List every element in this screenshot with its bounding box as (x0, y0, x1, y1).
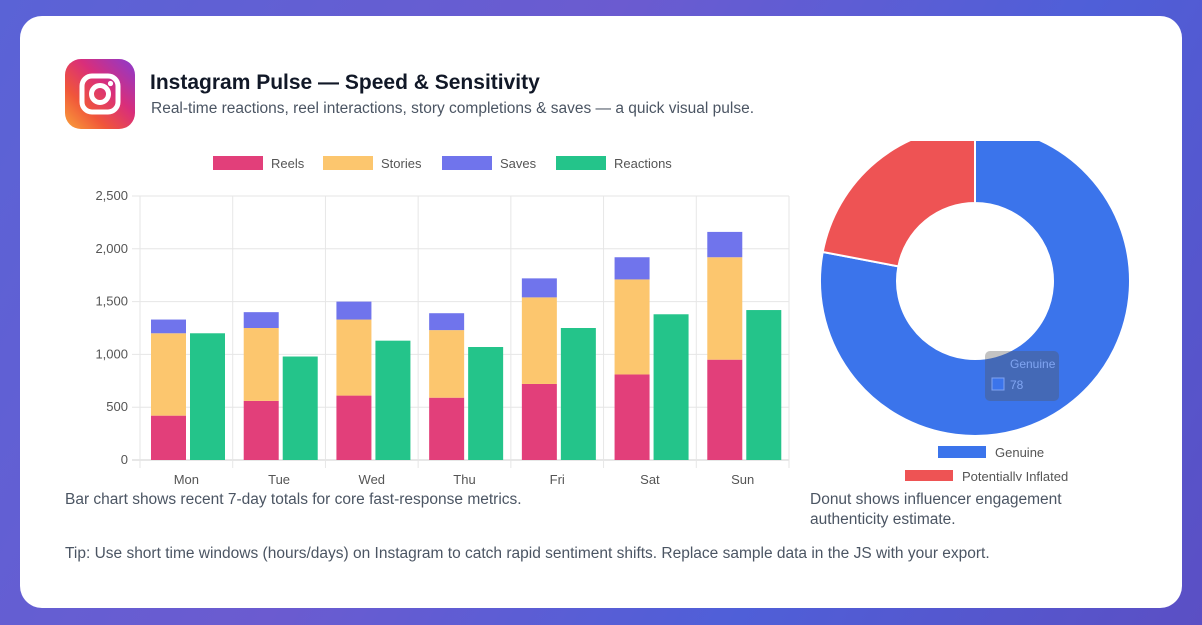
bar-saves (243, 312, 279, 328)
x-tick-label: Wed (359, 472, 386, 486)
bar-chart-caption: Bar chart shows recent 7-day totals for … (65, 491, 522, 508)
bar-stories (521, 297, 557, 384)
legend-item-saves[interactable]: Saves (442, 156, 537, 171)
bar-reels (243, 400, 279, 460)
bar-reels (521, 383, 557, 460)
bar-saves (336, 301, 372, 320)
y-tick-label: 500 (106, 399, 128, 414)
bar-reels (707, 359, 743, 460)
bar-reels (614, 374, 650, 460)
x-tick-label: Thu (453, 472, 475, 486)
bar-saves (614, 257, 650, 280)
dashboard-card: Instagram Pulse — Speed & Sensitivity Re… (20, 16, 1182, 608)
bar-stories (429, 330, 465, 398)
bar-saves (707, 231, 743, 258)
donut-slice-genuine (819, 141, 1131, 437)
bar-reactions (560, 328, 596, 460)
legend-label: Genuine (995, 445, 1044, 460)
bar-saves (429, 313, 465, 331)
bar-reactions (282, 356, 318, 460)
bar-saves (151, 319, 186, 334)
legend-label: Reels (271, 156, 305, 171)
instagram-logo-icon (65, 59, 135, 129)
bar-reels (151, 415, 186, 460)
bar-reactions (375, 340, 411, 460)
x-tick-label: Sat (640, 472, 660, 486)
bar-stories (243, 328, 279, 401)
legend-swatch (556, 156, 606, 170)
bar-stories (614, 279, 650, 375)
legend-swatch (213, 156, 263, 170)
legend-item-genuine[interactable]: Genuine (938, 445, 1044, 460)
legend-item-stories[interactable]: Stories (323, 156, 422, 171)
legend-label: Saves (500, 156, 537, 171)
donut-slice-potentially-inflated (821, 141, 976, 268)
tooltip-swatch (991, 377, 1005, 391)
page-title: Instagram Pulse — Speed & Sensitivity (150, 71, 540, 94)
legend-item-reels[interactable]: Reels (213, 156, 305, 171)
legend-swatch (323, 156, 373, 170)
bar-stories (336, 319, 372, 396)
legend-item-potentially-inflated[interactable]: Potentially Inflated (905, 469, 1068, 481)
bar-reactions (468, 347, 504, 460)
tip-text: Tip: Use short time windows (hours/days)… (65, 545, 990, 562)
y-tick-label: 1,500 (95, 294, 128, 309)
legend-swatch (938, 446, 986, 458)
donut-chart[interactable]: Genuine 78 Genuine Potentially Inflated (810, 141, 1140, 481)
legend-label: Reactions (614, 156, 672, 171)
bar-reactions (653, 314, 689, 460)
legend-swatch (905, 470, 953, 481)
legend-label: Potentially Inflated (962, 469, 1068, 481)
page-subtitle: Real-time reactions, reel interactions, … (151, 100, 755, 117)
tooltip-value: 78 (1010, 378, 1024, 392)
bar-reels (429, 397, 465, 460)
x-tick-label: Sun (731, 472, 754, 486)
bar-reels (336, 395, 372, 460)
x-tick-label: Tue (268, 472, 290, 486)
y-tick-label: 1,000 (95, 346, 128, 361)
bar-stories (151, 333, 186, 416)
bar-stories (707, 257, 743, 360)
y-tick-label: 2,500 (95, 188, 128, 203)
legend-swatch (442, 156, 492, 170)
x-tick-label: Fri (550, 472, 565, 486)
bar-reactions (190, 333, 225, 460)
donut-chart-caption: Donut shows influencer engagement authen… (810, 491, 1062, 528)
tooltip-label: Genuine (1010, 357, 1056, 371)
bar-reactions (746, 310, 782, 460)
legend-item-reactions[interactable]: Reactions (556, 156, 672, 171)
y-tick-label: 2,000 (95, 241, 128, 256)
donut-tooltip: Genuine 78 (985, 351, 1059, 401)
x-tick-label: Mon (174, 472, 199, 486)
legend-label: Stories (381, 156, 422, 171)
bar-chart[interactable]: 0 500 1,000 1,500 2,000 2,500 Mon Tue Wed Thu Fri S… (48, 146, 798, 486)
bar-saves (521, 278, 557, 298)
tooltip-background (985, 351, 1059, 401)
y-tick-label: 0 (121, 452, 128, 467)
